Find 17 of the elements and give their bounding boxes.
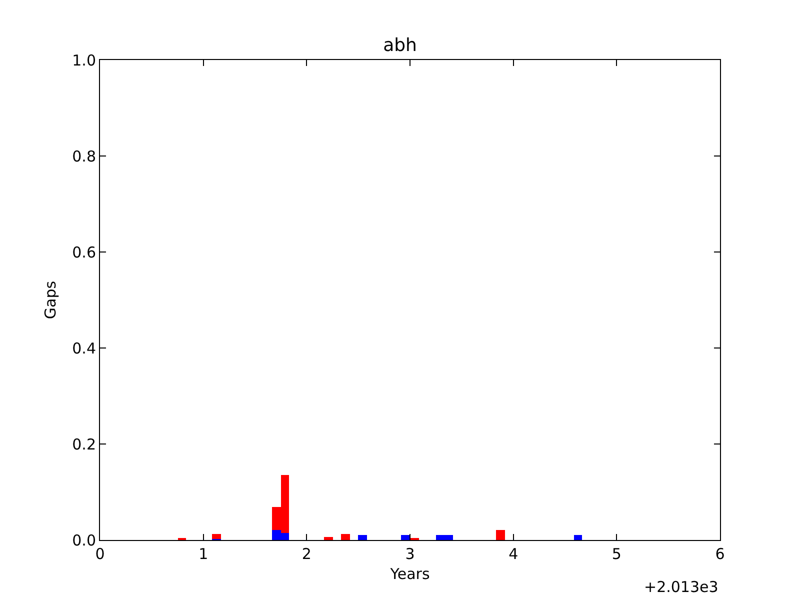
y-tick-label: 0.2 xyxy=(72,435,96,454)
text: +2.013e3 xyxy=(644,578,718,596)
y-axis-title: Gaps xyxy=(41,280,60,320)
x-tick-label: 0 xyxy=(95,545,105,563)
y-tick-label: 0.8 xyxy=(72,147,96,166)
y-tick-label: 0.6 xyxy=(72,243,96,262)
x-tick-label: 6 xyxy=(715,545,725,563)
x-tick-label: 3 xyxy=(405,545,415,563)
y-tick-label: 0.4 xyxy=(72,339,96,358)
y-tick-label: 0.0 xyxy=(72,531,96,550)
x-axis-title: Years xyxy=(389,565,430,583)
chart-title: abh xyxy=(383,35,417,56)
x-tick-label: 5 xyxy=(612,545,622,563)
x-tick-label: 1 xyxy=(198,545,208,563)
x-tick-label: 2 xyxy=(302,545,312,563)
x-tick-label: 4 xyxy=(508,545,518,563)
y-tick-label: 1.0 xyxy=(72,51,96,70)
